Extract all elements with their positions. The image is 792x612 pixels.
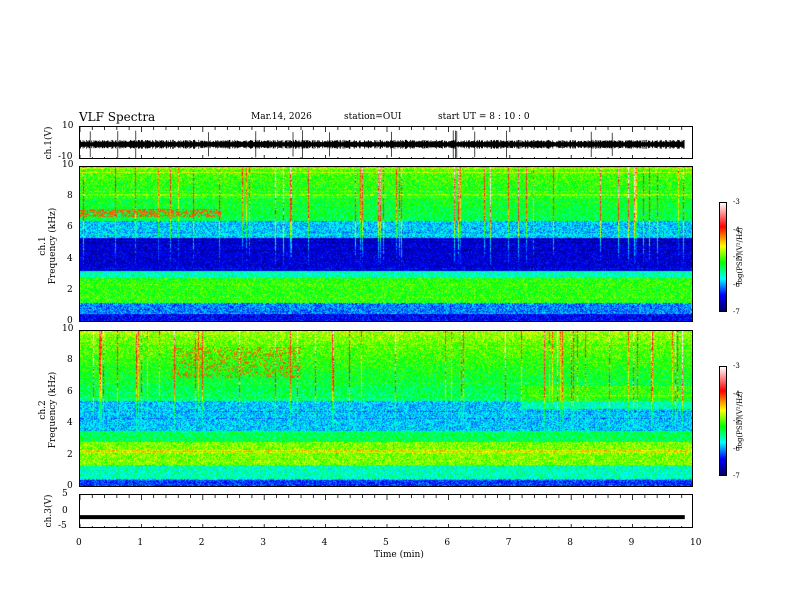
- chart-title: VLF Spectra: [79, 110, 156, 124]
- colorbar-tick: -3: [733, 362, 740, 370]
- x-tick-label: 5: [383, 538, 389, 548]
- ch3-ytick-bottom: -5: [58, 521, 67, 531]
- x-tick-label: 9: [628, 538, 635, 548]
- x-tick-label: 8: [567, 538, 573, 548]
- ch1-spectrogram-ylabel-top: ch.1: [38, 236, 48, 256]
- ch1-spectrogram-panel: [79, 166, 693, 322]
- ch2-spectrogram-ytick: 8: [67, 355, 73, 366]
- x-axis-label: Time (min): [374, 550, 424, 560]
- ch2-colorbar: [719, 366, 727, 476]
- x-tick-label: 3: [260, 538, 266, 548]
- x-tick-label: 0: [76, 538, 82, 548]
- colorbar-tick: -7: [733, 472, 740, 480]
- ch1-spectrogram-ytick: 4: [67, 253, 73, 264]
- x-tick-label: 7: [505, 538, 512, 548]
- x-tick-label: 1: [137, 538, 144, 548]
- x-tick-label: 10: [690, 538, 702, 548]
- colorbar-tick: -6: [733, 444, 740, 453]
- ch1-waveform-panel: [79, 126, 693, 159]
- ch1-ytick-bottom: -10: [58, 152, 73, 162]
- ch2-spectrogram-ytick: 2: [67, 449, 73, 460]
- ch2-spectrogram-ytick: 4: [67, 418, 73, 429]
- colorbar-tick: -4: [733, 389, 740, 398]
- colorbar-tick: -7: [733, 308, 740, 316]
- date-label: Mar.14, 2026: [251, 112, 312, 122]
- colorbar-tick: -4: [733, 225, 740, 234]
- start-ut-label: start UT = 8 : 10 : 0: [438, 112, 530, 122]
- x-tick-label: 6: [444, 538, 451, 548]
- ch1-spectrogram-canvas: [80, 167, 692, 321]
- ch2-spectrogram-ytick: 10: [62, 324, 74, 334]
- ch1-spectrogram-ytick: 10: [62, 160, 74, 170]
- ch2-spectrogram-panel: [79, 330, 693, 487]
- ch1-ytick-top: 10: [62, 121, 74, 131]
- ch1-colorbar-label: log(PSD)(V²/Hz): [736, 227, 744, 285]
- ch2-colorbar-label: log(PSD)(V²/Hz): [736, 391, 744, 449]
- ch1-spectrogram-ylabel: ch.1 Frequency (kHz): [38, 206, 58, 286]
- colorbar-tick: -6: [733, 280, 740, 289]
- ch2-spectrogram-ytick: 6: [67, 386, 73, 397]
- ch2-spectrogram-ylabel-bottom: Frequency (kHz): [48, 371, 58, 449]
- ch3-waveform-svg: [80, 495, 685, 527]
- colorbar-tick: -3: [733, 198, 740, 206]
- ch2-spectrogram-ylabel-top: ch.2: [38, 400, 48, 420]
- station-label: station=OUI: [344, 112, 402, 122]
- ch1-spectrogram-ytick: 0: [67, 316, 73, 326]
- ch1-spectrogram-ytick: 6: [67, 222, 73, 233]
- ch2-spectrogram-canvas: [80, 331, 692, 486]
- ch1-colorbar: [719, 202, 727, 312]
- ch1-waveform-svg: [80, 127, 685, 158]
- ch1-spectrogram-ytick: 2: [67, 284, 73, 295]
- ch3-ylabel: ch.3(V): [44, 494, 54, 528]
- ch2-spectrogram-ytick: 0: [67, 481, 73, 491]
- x-tick-label: 2: [198, 538, 205, 548]
- ch1-spectrogram-ytick: 8: [67, 191, 73, 202]
- colorbar-tick: -5: [733, 253, 740, 261]
- ch3-ytick-top: 5: [62, 489, 68, 499]
- ch3-ytick-mid: 0: [62, 506, 68, 516]
- ch2-spectrogram-ylabel: ch.2 Frequency (kHz): [38, 370, 58, 450]
- ch3-waveform-panel: [79, 494, 693, 528]
- ch1-waveform-trace: [80, 130, 685, 158]
- ch1-spectrogram-ylabel-bottom: Frequency (kHz): [48, 207, 58, 285]
- x-tick-label: 4: [321, 538, 328, 548]
- ch1-ylabel: ch.1(V): [44, 126, 54, 160]
- colorbar-tick: -5: [733, 417, 740, 425]
